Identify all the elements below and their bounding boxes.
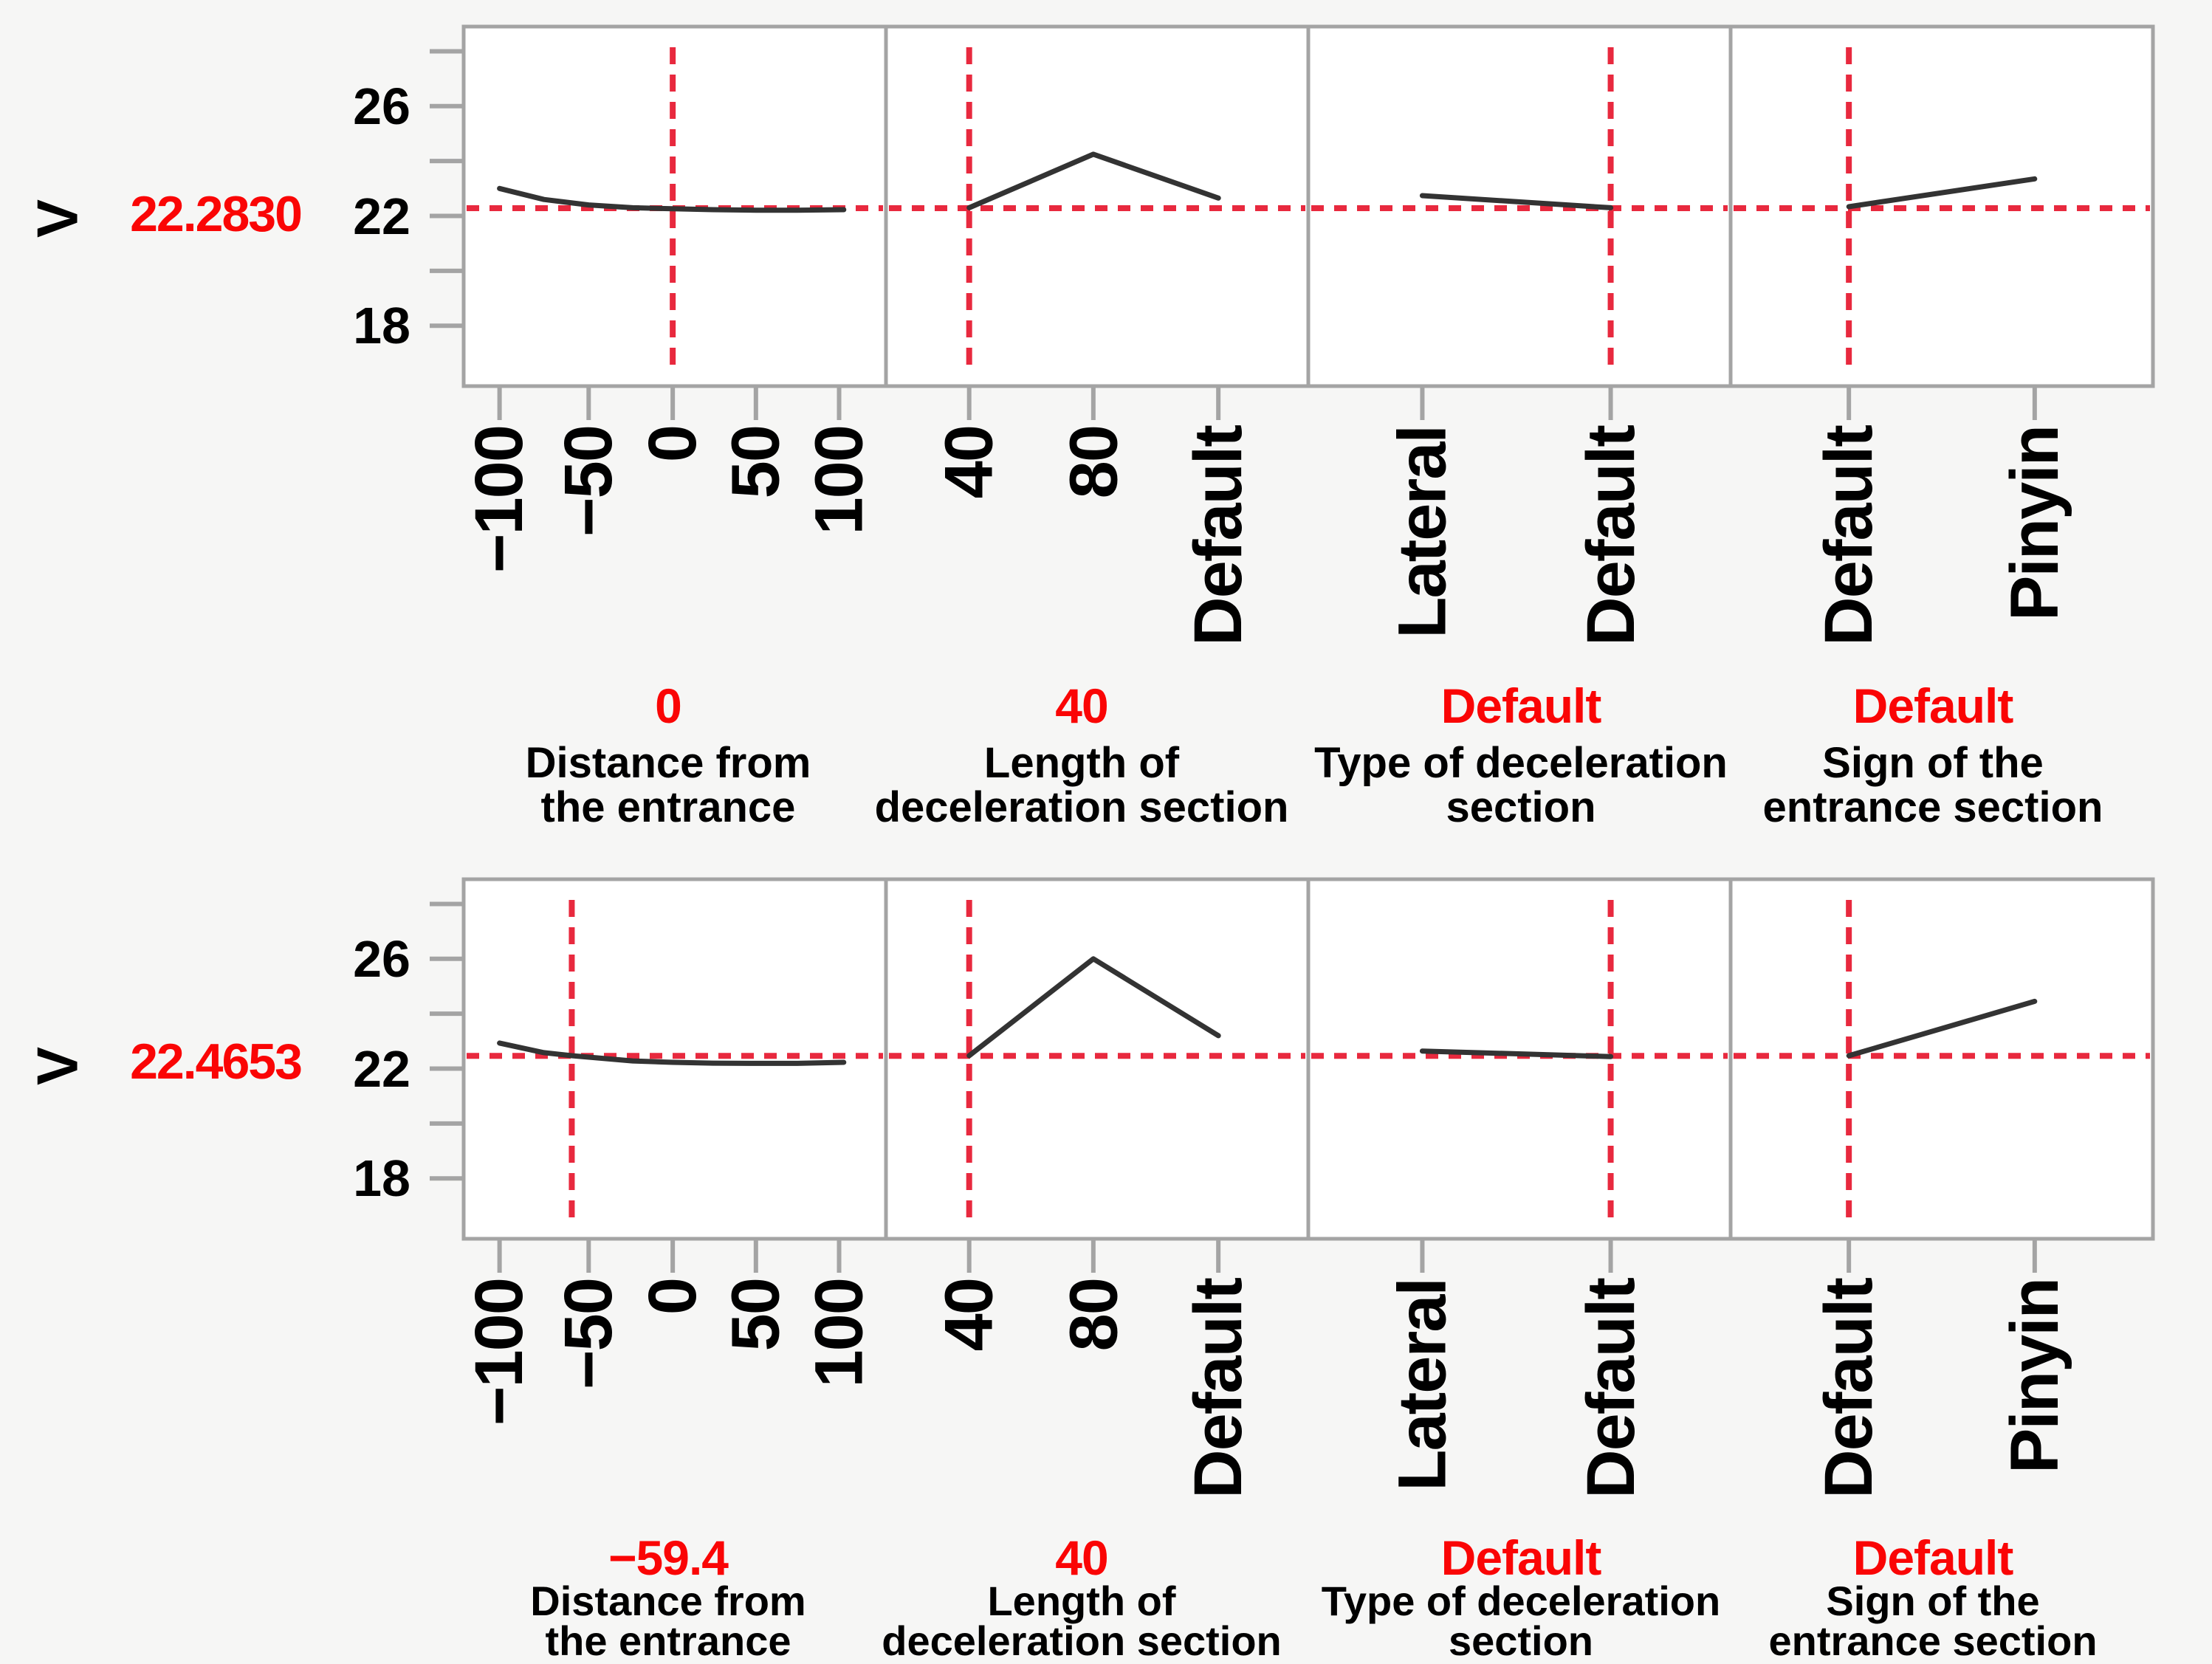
factor-name-line: Type of deceleration bbox=[1321, 1578, 1721, 1624]
x-axis-tick-label: −100 bbox=[461, 1279, 537, 1426]
factor-name-line: Sign of the bbox=[1822, 739, 2044, 787]
factor-name-line: Type of deceleration bbox=[1314, 739, 1728, 787]
x-axis-tick-label: 80 bbox=[1055, 1279, 1131, 1352]
response-axis-title: V bbox=[24, 199, 90, 238]
factor-name: Length of deceleration section bbox=[875, 741, 1289, 830]
profile-trace bbox=[1846, 998, 2038, 1059]
predicted-value: 22.4653 bbox=[130, 1034, 303, 1090]
factor-setting-value: Default bbox=[1852, 1530, 2014, 1585]
factor-name: Length of deceleration section bbox=[882, 1578, 1282, 1664]
x-axis-tick-label: Default bbox=[1811, 426, 1887, 646]
profile-trace bbox=[1846, 176, 2038, 210]
factor-name-line: Sign of the bbox=[1826, 1578, 2040, 1624]
profile-trace bbox=[1419, 193, 1614, 210]
x-axis-tick-label: Default bbox=[1573, 1279, 1649, 1499]
x-axis-tick-label: 80 bbox=[1055, 426, 1131, 499]
factor-name: Type of deceleration section bbox=[1314, 741, 1728, 830]
factor-name-line: Length of bbox=[987, 1578, 1176, 1624]
factor-name-line: section bbox=[1448, 1617, 1594, 1664]
factor-setting-value: Default bbox=[1440, 678, 1602, 733]
factor-name: Sign of the entrance section bbox=[1768, 1578, 2098, 1664]
y-axis-tick-label: 18 bbox=[353, 1149, 411, 1208]
x-axis-tick-label: Lateral bbox=[1384, 426, 1460, 639]
x-axis-tick-label: 50 bbox=[718, 426, 794, 499]
x-axis-tick-label: Pinyin bbox=[1996, 1279, 2072, 1474]
factor-setting-value: Default bbox=[1852, 678, 2014, 733]
profile-trace bbox=[1419, 1048, 1614, 1059]
factor-name-line: deceleration section bbox=[874, 783, 1289, 831]
x-axis-tick-label: 40 bbox=[931, 426, 1007, 499]
factor-name-line: deceleration section bbox=[882, 1617, 1282, 1664]
profile-trace bbox=[497, 1040, 847, 1066]
factor-name: Sign of the entrance section bbox=[1763, 741, 2103, 830]
factor-setting-value: Default bbox=[1440, 1530, 1602, 1585]
factor-name-line: Distance from bbox=[525, 739, 811, 787]
x-axis-tick-label: Lateral bbox=[1384, 1279, 1460, 1491]
x-axis-tick-label: Default bbox=[1811, 1279, 1887, 1499]
x-axis-tick-label: Default bbox=[1573, 426, 1649, 646]
factor-name: Distance from the entrance bbox=[530, 1578, 806, 1664]
x-axis-tick-label: −50 bbox=[551, 426, 627, 537]
x-axis-tick-label: Default bbox=[1181, 1279, 1257, 1499]
factor-setting-value: 0 bbox=[655, 678, 682, 733]
y-axis-tick-label: 26 bbox=[353, 77, 411, 135]
profiler-panel bbox=[884, 877, 1311, 1241]
profile-trace bbox=[966, 151, 1221, 210]
factor-name-line: entrance section bbox=[1762, 783, 2103, 831]
profile-trace bbox=[966, 956, 1221, 1059]
factor-setting-value: 40 bbox=[1055, 1530, 1108, 1585]
x-axis-tick-label: −100 bbox=[461, 426, 537, 574]
x-axis-tick-label: 40 bbox=[931, 1279, 1007, 1352]
factor-setting-value: 40 bbox=[1055, 678, 1108, 733]
factor-name-line: Length of bbox=[983, 739, 1180, 787]
x-axis-tick-label: 100 bbox=[801, 426, 877, 535]
factor-name-line: the entrance bbox=[540, 783, 796, 831]
x-axis-tick-label: Default bbox=[1181, 426, 1257, 646]
profiler-panel bbox=[461, 877, 888, 1241]
factor-setting-value: −59.4 bbox=[608, 1530, 729, 1585]
profile-trace bbox=[497, 185, 847, 213]
profiler-panel bbox=[1728, 877, 2155, 1241]
factor-name-line: section bbox=[1446, 783, 1596, 831]
factor-name: Distance from the entrance bbox=[526, 741, 811, 830]
y-axis-tick-label: 18 bbox=[353, 297, 411, 355]
x-axis-tick-label: 50 bbox=[718, 1279, 794, 1352]
factor-name-line: Distance from bbox=[530, 1578, 806, 1624]
x-axis-tick-label: 0 bbox=[635, 426, 711, 463]
factor-name: Type of deceleration section bbox=[1321, 1578, 1721, 1664]
profiler-panel bbox=[1306, 877, 1733, 1241]
x-axis-tick-label: 0 bbox=[635, 1279, 711, 1316]
x-axis-tick-label: −50 bbox=[551, 1279, 627, 1390]
response-axis-title: V bbox=[24, 1047, 90, 1086]
y-axis-tick-label: 26 bbox=[353, 929, 411, 988]
y-axis-tick-label: 22 bbox=[353, 1039, 411, 1098]
factor-name-line: the entrance bbox=[545, 1617, 791, 1664]
predicted-value: 22.2830 bbox=[130, 185, 303, 242]
factor-name-line: entrance section bbox=[1768, 1617, 2098, 1664]
x-axis-tick-label: 100 bbox=[801, 1279, 877, 1388]
x-axis-tick-label: Pinyin bbox=[1996, 426, 2072, 622]
y-axis-tick-label: 22 bbox=[353, 187, 411, 245]
